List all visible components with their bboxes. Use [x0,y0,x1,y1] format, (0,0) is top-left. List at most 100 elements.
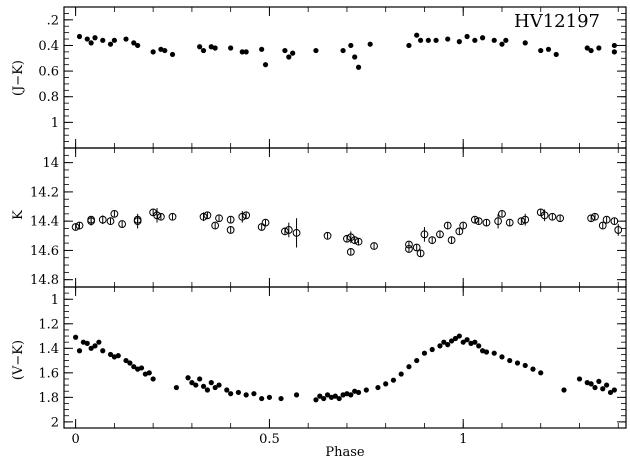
data-point-open [203,211,212,220]
data-point [100,348,106,354]
data-point-open [428,236,437,245]
data-point-open [610,217,619,226]
data-point [522,362,528,369]
data-point [162,47,168,54]
y-tick-label: 1.2 [38,317,59,332]
y-tick-label: 14.2 [30,185,59,200]
data-point [96,339,102,345]
data-point [228,45,234,51]
data-point [107,41,114,47]
data-point [561,387,567,393]
data-point [200,47,207,54]
chart-title: HV12197 [514,11,600,32]
data-point-open [354,237,363,246]
x-axis-label: Phase [325,445,365,460]
data-point [282,47,288,54]
data-point-open [494,217,502,226]
data-point [383,381,389,387]
panels-layer: .2 0.4 0.6 0.8 1 14 14.2 14.4 14.6 14.8 1 1.2 1.4 1.6… [30,6,627,447]
data-point [336,395,342,402]
data-point [363,387,369,393]
data-point [596,45,602,51]
data-point-open [110,209,119,218]
data-point [414,357,420,364]
data-point-open [505,218,514,227]
y-axis-label-jk: (J−K) [11,60,26,96]
panel-k: 14 14.2 14.4 14.6 14.8 [30,147,627,288]
data-point [421,350,428,356]
data-point [491,37,497,43]
data-point [193,382,199,388]
data-point-open [370,242,378,250]
data-point [530,366,536,372]
y-tick-label: 2 [51,415,59,430]
data-point [472,339,478,345]
data-point [464,337,470,343]
data-point [107,351,114,358]
data-point-open [482,218,491,227]
data-point [189,380,195,386]
data-point-open [474,217,483,226]
data-point-open [118,220,127,228]
data-point [185,375,191,381]
data-point-open [242,211,251,220]
data-point [324,392,331,398]
data-point [604,382,610,388]
data-point [76,348,83,354]
data-point [355,64,362,70]
data-point [286,54,292,60]
panel-jk: .2 0.4 0.6 0.8 1 [38,6,627,149]
y-tick-label: 1 [51,116,59,131]
data-point [445,342,451,348]
x-tick-label: 1 [459,432,467,447]
data-point [73,334,79,340]
data-point-open [602,215,611,224]
data-point [84,340,90,346]
data-point [538,47,544,54]
data-point [607,389,614,396]
data-point-open [455,227,464,236]
data-point [390,377,397,383]
data-point [243,49,249,55]
data-point-open [133,215,142,224]
data-point-open [257,223,266,231]
data-point-open [412,243,421,252]
x-tick-label: 0 [71,432,79,447]
data-point [425,37,431,43]
data-point [235,389,242,396]
data-point-open [548,212,557,221]
data-point-open [292,228,301,237]
data-point [553,51,559,58]
data-point [514,360,521,366]
data-point [437,343,443,349]
data-point [348,392,354,398]
data-point-open [215,214,223,223]
data-point [445,36,451,42]
data-point-open [447,236,456,245]
data-point-open [556,214,565,223]
data-point-open [75,221,84,230]
y-tick-label: 1 [51,293,59,308]
data-point [522,40,528,46]
data-point [545,46,552,52]
data-point [592,384,598,391]
data-point [456,333,462,339]
data-point-open [443,221,452,230]
data-point [208,380,214,386]
y-tick-label: .2 [47,13,59,28]
data-point [321,395,327,402]
data-point [92,343,98,349]
data-point [212,45,218,51]
data-point-open [459,221,468,230]
data-point [239,49,245,55]
data-point [293,392,300,398]
data-point [131,40,137,46]
data-point [491,350,497,356]
data-point-open [416,249,425,258]
data-point [197,376,203,382]
data-point [243,392,249,398]
y-tick-label: 14 [42,156,59,171]
data-point [483,349,490,355]
data-point [456,39,462,45]
data-point-open [156,212,165,221]
